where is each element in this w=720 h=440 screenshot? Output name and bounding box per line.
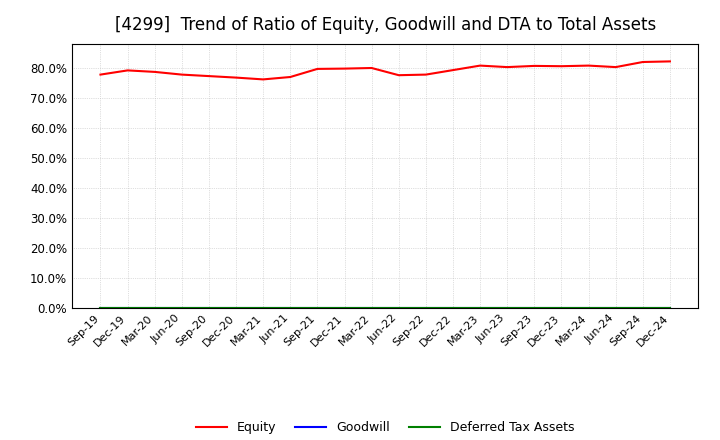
Deferred Tax Assets: [96, 305, 105, 311]
Deferred Tax Assets: [123, 305, 132, 311]
Goodwill: [530, 305, 539, 311]
Goodwill: [503, 305, 511, 311]
Equity: [259, 77, 268, 82]
Line: Equity: Equity: [101, 62, 670, 79]
Deferred Tax Assets: [476, 305, 485, 311]
Goodwill: [150, 305, 159, 311]
Equity: [449, 67, 457, 73]
Equity: [204, 73, 213, 79]
Deferred Tax Assets: [584, 305, 593, 311]
Deferred Tax Assets: [665, 305, 674, 311]
Equity: [530, 63, 539, 69]
Goodwill: [665, 305, 674, 311]
Deferred Tax Assets: [395, 305, 403, 311]
Goodwill: [367, 305, 376, 311]
Equity: [286, 74, 294, 80]
Goodwill: [476, 305, 485, 311]
Goodwill: [96, 305, 105, 311]
Goodwill: [639, 305, 647, 311]
Deferred Tax Assets: [313, 305, 322, 311]
Goodwill: [584, 305, 593, 311]
Goodwill: [395, 305, 403, 311]
Equity: [503, 64, 511, 70]
Legend: Equity, Goodwill, Deferred Tax Assets: Equity, Goodwill, Deferred Tax Assets: [191, 416, 580, 439]
Deferred Tax Assets: [204, 305, 213, 311]
Equity: [178, 72, 186, 77]
Equity: [123, 68, 132, 73]
Title: [4299]  Trend of Ratio of Equity, Goodwill and DTA to Total Assets: [4299] Trend of Ratio of Equity, Goodwil…: [114, 16, 656, 34]
Equity: [395, 73, 403, 78]
Deferred Tax Assets: [367, 305, 376, 311]
Equity: [639, 59, 647, 65]
Goodwill: [557, 305, 566, 311]
Deferred Tax Assets: [530, 305, 539, 311]
Deferred Tax Assets: [421, 305, 430, 311]
Deferred Tax Assets: [557, 305, 566, 311]
Goodwill: [259, 305, 268, 311]
Goodwill: [204, 305, 213, 311]
Deferred Tax Assets: [341, 305, 349, 311]
Equity: [341, 66, 349, 71]
Goodwill: [449, 305, 457, 311]
Equity: [611, 64, 620, 70]
Equity: [476, 63, 485, 68]
Deferred Tax Assets: [639, 305, 647, 311]
Deferred Tax Assets: [503, 305, 511, 311]
Goodwill: [286, 305, 294, 311]
Goodwill: [232, 305, 240, 311]
Equity: [313, 66, 322, 72]
Equity: [367, 66, 376, 71]
Goodwill: [421, 305, 430, 311]
Deferred Tax Assets: [449, 305, 457, 311]
Goodwill: [611, 305, 620, 311]
Equity: [232, 75, 240, 80]
Goodwill: [341, 305, 349, 311]
Equity: [96, 72, 105, 77]
Goodwill: [178, 305, 186, 311]
Equity: [584, 63, 593, 68]
Deferred Tax Assets: [150, 305, 159, 311]
Goodwill: [313, 305, 322, 311]
Goodwill: [123, 305, 132, 311]
Deferred Tax Assets: [232, 305, 240, 311]
Deferred Tax Assets: [611, 305, 620, 311]
Deferred Tax Assets: [178, 305, 186, 311]
Equity: [421, 72, 430, 77]
Equity: [665, 59, 674, 64]
Equity: [557, 63, 566, 69]
Deferred Tax Assets: [259, 305, 268, 311]
Deferred Tax Assets: [286, 305, 294, 311]
Equity: [150, 69, 159, 74]
